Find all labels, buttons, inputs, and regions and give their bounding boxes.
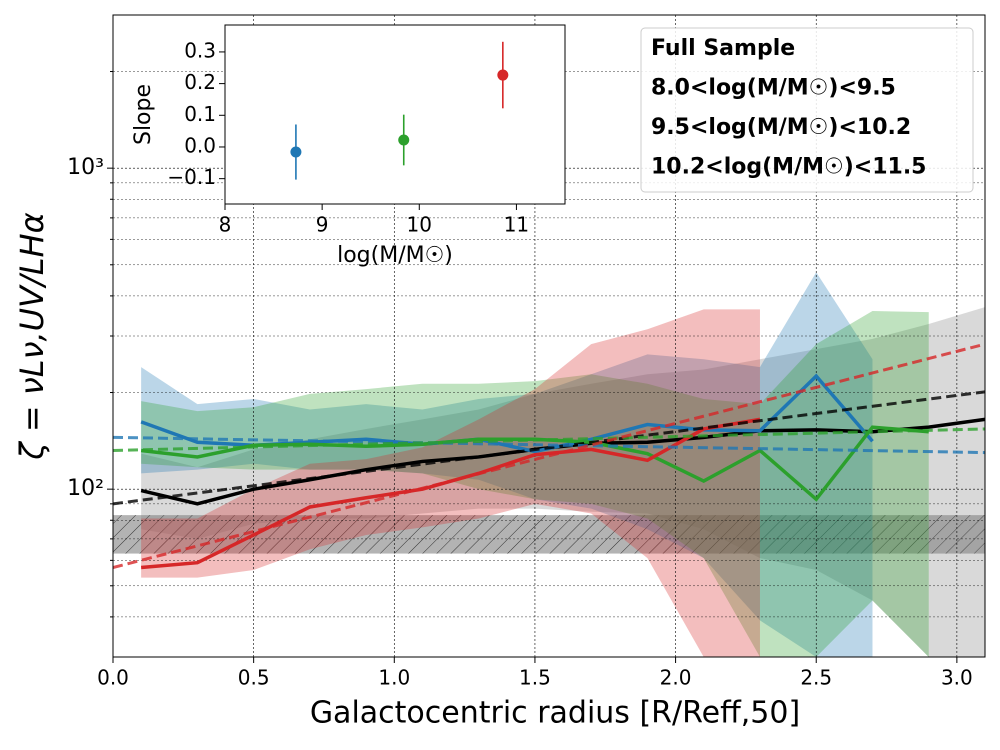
y-axis-label: ζ = νLν,UV/LHα xyxy=(13,212,51,460)
fit-line xyxy=(113,342,985,569)
plot-area xyxy=(113,15,985,657)
legend-frame xyxy=(640,27,974,193)
point xyxy=(398,134,410,146)
x-tick-label: 1.0 xyxy=(378,666,410,690)
x-axis-label: Galactocentric radius [R/Reff,50] xyxy=(310,696,800,731)
x-tick-label: 2.0 xyxy=(660,666,692,690)
fit-line xyxy=(113,427,985,452)
legend-entry: 8.0<log(M/M☉)<9.5 xyxy=(651,76,896,101)
legend-entry: 10.2<log(M/M☉)<11.5 xyxy=(651,155,926,180)
x-tick-label: 11 xyxy=(504,213,529,237)
x-tick-label: 0.5 xyxy=(238,666,270,690)
fit-line xyxy=(113,390,985,506)
fit-line xyxy=(113,435,985,455)
legend-entry: Full Sample xyxy=(651,36,795,61)
inset-background xyxy=(224,24,566,205)
legend-entry: 9.5<log(M/M☉)<10.2 xyxy=(651,115,911,140)
y-tick-label: 0.1 xyxy=(184,102,216,126)
x-tick-label: 10 xyxy=(407,213,432,237)
point xyxy=(497,69,509,81)
x-tick-label: 0.0 xyxy=(97,666,129,690)
y-tick-label: 10³ xyxy=(67,155,104,180)
y-tick-label: 0.3 xyxy=(184,38,216,62)
y-axis-label: Slope xyxy=(131,84,156,145)
x-tick-label: 2.5 xyxy=(800,666,832,690)
x-tick-label: 8 xyxy=(219,213,232,237)
y-tick-label: 0.0 xyxy=(184,133,216,157)
y-tick-label: 10² xyxy=(67,476,104,501)
error-band xyxy=(141,307,985,657)
x-tick-label: 9 xyxy=(316,213,329,237)
y-tick-label: −0.1 xyxy=(167,165,216,189)
x-tick-label: 1.5 xyxy=(519,666,551,690)
y-tick-label: 0.2 xyxy=(184,70,216,94)
x-axis-label: log(M/M☉) xyxy=(337,243,453,268)
point xyxy=(290,146,302,158)
error-band xyxy=(141,309,760,657)
x-tick-label: 3.0 xyxy=(941,666,973,690)
